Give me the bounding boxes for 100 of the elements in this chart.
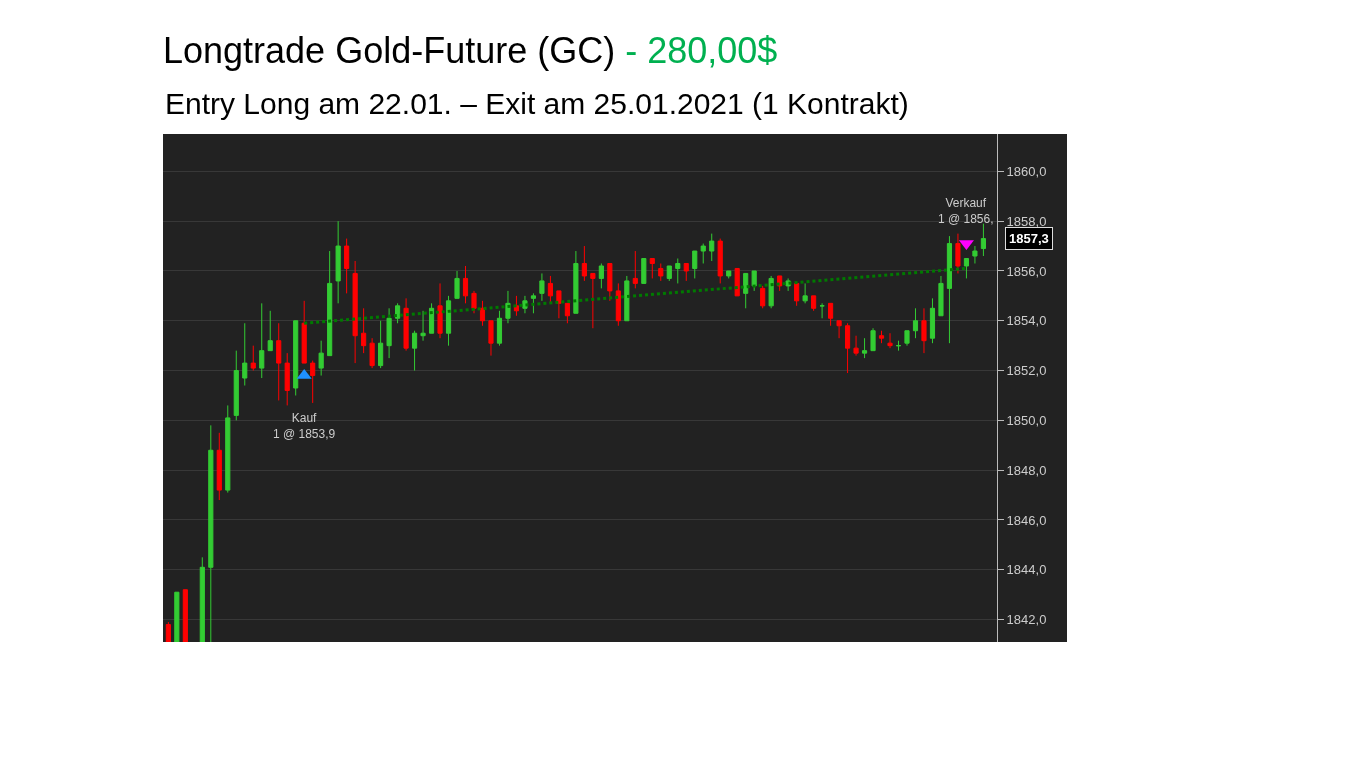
candlestick: [233, 350, 239, 421]
candlestick: [709, 233, 715, 262]
candlestick: [250, 345, 256, 372]
candlestick: [598, 262, 604, 289]
candlestick: [479, 300, 486, 327]
candlestick: [887, 332, 893, 349]
candlestick: [802, 282, 808, 304]
candlestick: [513, 295, 520, 317]
y-tick-label: 1844,0: [1006, 562, 1047, 578]
candlestick: [411, 330, 418, 372]
candlestick: [929, 297, 936, 344]
candlestick: [581, 245, 587, 282]
candlestick: [547, 275, 553, 304]
candlestick: [403, 297, 409, 352]
candlestick: [165, 621, 171, 642]
candlestick: [632, 250, 638, 289]
candlestick: [607, 262, 613, 302]
candlestick: [378, 320, 384, 369]
candlestick: [276, 322, 282, 401]
candlestick: [539, 272, 545, 302]
candlestick: [751, 270, 757, 292]
candlestick: [743, 272, 749, 309]
chart-subtitle: Entry Long am 22.01. – Exit am 25.01.2021 (1 Kontrakt): [165, 87, 909, 120]
candlestick: [471, 290, 477, 314]
candlestick: [811, 295, 817, 312]
candlestick: [692, 250, 698, 279]
candlestick: [216, 432, 222, 501]
candlestick: [726, 270, 732, 279]
candlestick: [590, 272, 596, 329]
candlestick: [259, 302, 265, 379]
candlestick: [768, 275, 774, 309]
candlestick: [912, 307, 919, 339]
candlestick: [361, 307, 367, 354]
candlestick: [327, 250, 333, 357]
candlestick: [717, 238, 723, 284]
candlestick: [454, 270, 460, 299]
candlestick: [225, 404, 231, 494]
candlestick: [564, 302, 570, 324]
candlestick: [199, 556, 205, 642]
candlestick: [938, 275, 944, 317]
candlestick: [675, 258, 681, 284]
candlestick: [861, 337, 868, 359]
candlestick: [428, 302, 435, 334]
annotation: Kauf 1 @ 1853,9: [273, 411, 336, 441]
y-tick-label: 1858,0: [1006, 213, 1047, 229]
y-tick-label: 1850,0: [1006, 412, 1047, 428]
candlestick: [310, 360, 316, 404]
candlestick: [352, 260, 358, 364]
candlestick: [836, 320, 842, 339]
candlestick: [844, 322, 851, 374]
candlestick: [658, 262, 664, 282]
candlestick: [649, 258, 655, 279]
candlestick: [904, 330, 910, 347]
candlestick: [963, 258, 970, 279]
candlestick: [369, 337, 375, 369]
candlestick: [641, 258, 647, 284]
y-tick-label: 1848,0: [1006, 462, 1047, 478]
y-tick-label: 1852,0: [1006, 363, 1047, 379]
candlestick: [700, 243, 706, 264]
candlestick: [335, 220, 341, 304]
candlestick: [530, 292, 537, 314]
candlestick: [556, 290, 562, 319]
candlestick: [895, 340, 902, 352]
y-tick-label: 1856,0: [1006, 263, 1047, 279]
candlestick: [318, 340, 324, 377]
candlestick: [420, 310, 426, 342]
candlestick: [853, 335, 859, 357]
candlestick: [878, 330, 885, 344]
candlestick: [794, 282, 800, 307]
candlestick: [734, 267, 740, 297]
candlestick: [870, 327, 876, 352]
candlestick: [395, 302, 401, 324]
candlestick: [955, 233, 961, 274]
candlestick: [496, 310, 503, 347]
candlestick: [445, 295, 452, 347]
candlestick: [819, 302, 825, 319]
candlestick: [972, 245, 978, 264]
y-tick-label: 1860,0: [1006, 163, 1047, 179]
candlestick: [828, 302, 834, 327]
annotation: Verkauf 1 @ 1856,: [938, 196, 994, 226]
candlestick: [284, 352, 290, 406]
candlestick: [174, 591, 180, 642]
candlestick: [182, 589, 188, 642]
candlestick: [921, 307, 927, 354]
candlestick: [301, 300, 307, 364]
candlestick: [344, 238, 350, 294]
text: 1857,3: [1009, 231, 1049, 246]
candlestick: [462, 265, 469, 304]
candlestick: [683, 262, 689, 282]
candlestick: [980, 223, 986, 257]
y-tick-label: 1854,0: [1006, 313, 1047, 329]
candlestick: [573, 250, 579, 314]
candlestick: [505, 290, 511, 324]
candlestick: [437, 282, 443, 339]
candlestick: [267, 310, 273, 352]
candlestick: [946, 235, 953, 344]
y-tick-label: 1842,0: [1006, 612, 1047, 628]
chart-title: Longtrade Gold-Future (GC): [163, 30, 616, 72]
candlestick: [386, 307, 392, 359]
candlestick: [242, 322, 248, 387]
